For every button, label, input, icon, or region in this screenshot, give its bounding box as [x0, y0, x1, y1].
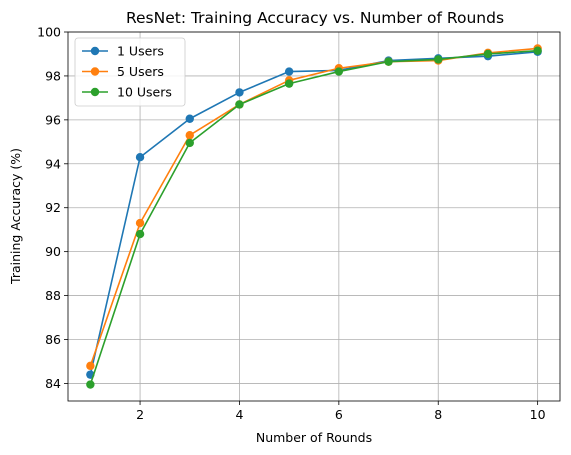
legend-label: 10 Users [117, 85, 172, 100]
data-point [185, 138, 194, 148]
data-point [284, 79, 294, 88]
legend-marker [90, 67, 100, 76]
legend-item: 5 Users [82, 64, 164, 79]
legend-label: 1 Users [117, 44, 164, 59]
data-point [235, 88, 244, 97]
x-axis-label: Number of Rounds [256, 430, 372, 445]
plot-frame [67, 31, 561, 402]
data-point [483, 49, 493, 59]
y-tick-label: 96 [45, 112, 61, 127]
x-tick-label: 10 [530, 407, 546, 422]
x-tick-label: 6 [335, 407, 343, 422]
y-tick-label: 94 [45, 156, 61, 171]
y-tick-label: 86 [45, 332, 61, 347]
data-point [185, 114, 194, 123]
data-point [384, 57, 393, 66]
legend-item: 10 Users [82, 85, 172, 100]
y-tick-label: 84 [45, 376, 61, 391]
series-2 [86, 46, 542, 389]
y-tick-label: 98 [45, 68, 61, 83]
x-tick-label: 2 [136, 407, 144, 422]
data-point [334, 67, 344, 76]
y-tick-label: 92 [45, 200, 61, 215]
legend-item: 1 Users [82, 44, 164, 59]
legend: 1 Users 5 Users 10 Users [74, 37, 186, 107]
data-point [185, 131, 194, 140]
data-point [434, 55, 443, 64]
chart-title: ResNet: Training Accuracy vs. Number of … [126, 9, 504, 27]
data-point [86, 361, 95, 371]
data-point [533, 46, 542, 55]
data-point [284, 67, 294, 76]
y-tick-label: 100 [37, 25, 61, 40]
data-point [235, 100, 244, 109]
y-tick-label: 88 [45, 288, 61, 303]
series-line [89, 49, 538, 385]
legend-box [74, 37, 186, 107]
legend-label: 5 Users [117, 64, 164, 79]
y-tick-label: 90 [45, 244, 61, 259]
y-axis-label: Training Accuracy (%) [8, 148, 23, 285]
data-point [135, 218, 145, 228]
ticks: 2 4 6 8 10 84 86 88 90 92 94 96 98 100 [37, 25, 545, 423]
data-point [135, 152, 145, 162]
x-tick-label: 4 [235, 407, 243, 422]
legend-marker [90, 87, 100, 97]
data-point [86, 380, 95, 389]
legend-marker [90, 46, 100, 56]
series-group [86, 44, 542, 389]
data-point [135, 229, 145, 239]
x-tick-label: 8 [434, 407, 442, 422]
